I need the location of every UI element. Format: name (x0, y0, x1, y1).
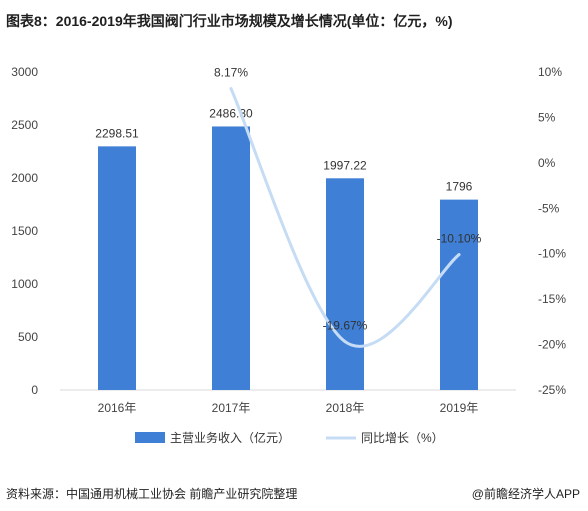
legend-label-line: 同比增长（%） (361, 431, 444, 445)
bar (212, 126, 250, 390)
y-left-tick-label: 0 (31, 383, 38, 397)
y-left-tick-label: 3000 (11, 65, 38, 79)
legend-label-bar: 主营业务收入（亿元） (170, 430, 290, 445)
bar (326, 178, 364, 390)
growth-value-label: -10.10% (437, 232, 482, 246)
y-left-tick-label: 1000 (11, 277, 38, 291)
y-right-tick-label: -20% (538, 338, 566, 352)
chart-title: 图表8：2016-2019年我国阀门行业市场规模及增长情况(单位：亿元，%) (6, 13, 453, 29)
y-left-tick-label: 2000 (11, 171, 38, 185)
y-right-tick-label: 5% (538, 110, 556, 124)
y-right-tick-label: -25% (538, 383, 566, 397)
x-tick-label: 2016年 (98, 401, 137, 415)
y-right-tick-label: -5% (538, 201, 560, 215)
brand-credit: @前瞻经济学人APP (471, 487, 580, 501)
y-left-tick-label: 1500 (11, 224, 38, 238)
growth-point (229, 87, 233, 91)
legend-swatch-bar (135, 432, 165, 443)
y-right-tick-label: -15% (538, 292, 566, 306)
x-tick-label: 2018年 (326, 401, 365, 415)
source-note: 资料来源：中国通用机械工业协会 前瞻产业研究院整理 (6, 487, 298, 501)
growth-value-label: -19.67% (323, 319, 368, 333)
bar-value-label: 1997.22 (323, 158, 367, 172)
growth-point (457, 253, 461, 257)
growth-point (343, 340, 347, 344)
y-right-tick-label: -10% (538, 247, 566, 261)
growth-line (229, 87, 461, 348)
x-tick-label: 2019年 (440, 401, 479, 415)
bar-value-label: 2486.30 (209, 106, 253, 120)
growth-value-label: 8.17% (214, 66, 248, 80)
bar (440, 199, 478, 390)
bar (98, 146, 136, 390)
x-tick-label: 2017年 (212, 401, 251, 415)
y-right-tick-label: 10% (538, 65, 562, 79)
bar-value-label: 1796 (446, 180, 473, 194)
bar-value-label: 2298.51 (95, 126, 139, 140)
y-left-tick-label: 500 (18, 330, 38, 344)
y-left-tick-label: 2500 (11, 118, 38, 132)
y-right-tick-label: 0% (538, 156, 556, 170)
